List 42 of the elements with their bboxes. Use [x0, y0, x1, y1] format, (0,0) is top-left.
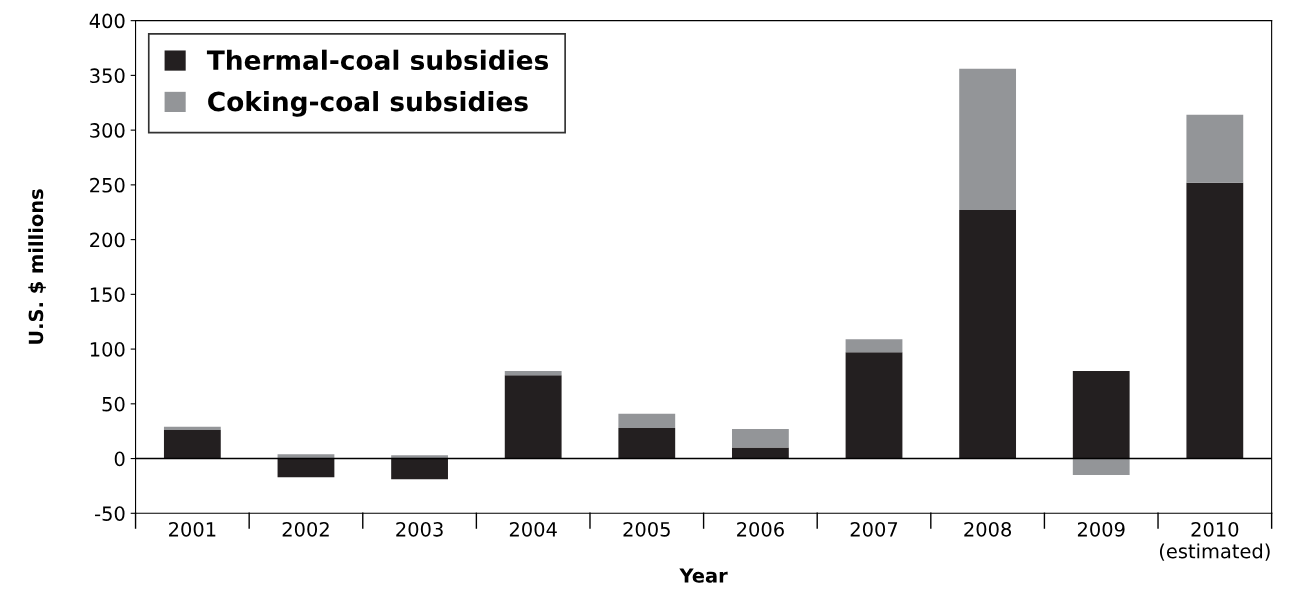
- y-tick-label: 400: [89, 13, 125, 29]
- bar: [1072, 370, 1130, 459]
- x-tick-label: 2004: [509, 521, 557, 537]
- bar: [277, 458, 335, 478]
- y-tick-label: 150: [90, 287, 125, 303]
- y-tick-label: 200: [90, 232, 125, 248]
- bar: [845, 352, 903, 459]
- bar: [732, 429, 789, 448]
- x-axis-title: Year: [679, 568, 728, 583]
- bar: [1186, 114, 1244, 183]
- y-tick-label: 300: [90, 123, 125, 138]
- bar: [618, 413, 676, 428]
- bar: [845, 339, 903, 353]
- bar: [959, 210, 1017, 459]
- y-axis-title: U.S. $ millions: [28, 189, 46, 344]
- y-tick-label: 250: [90, 177, 125, 193]
- x-tick-label: 2009: [1077, 521, 1125, 537]
- x-tick-label: 2006: [737, 521, 784, 537]
- x-tick-label: 2008: [964, 521, 1012, 537]
- bar: [391, 458, 448, 480]
- x-tick-label: 2001: [169, 521, 216, 537]
- x-tick-label: 2002: [282, 521, 329, 537]
- bar: [618, 427, 676, 459]
- bar: [732, 447, 789, 459]
- x-tick-label: 2010 (estimated): [1159, 521, 1270, 561]
- x-tick-label: 2007: [850, 521, 898, 537]
- bar: [1186, 182, 1244, 459]
- bar: [959, 68, 1017, 211]
- legend-label: Thermal-coal subsidies: [206, 49, 549, 71]
- y-tick-label: 50: [102, 396, 125, 412]
- y-tick-label: -50: [95, 506, 125, 521]
- bar: [163, 430, 221, 459]
- x-tick-label: 2005: [623, 521, 670, 537]
- x-tick-label: 2003: [396, 521, 443, 537]
- bar: [1072, 458, 1130, 475]
- y-tick-label: 350: [90, 68, 125, 84]
- legend-label: Coking-coal subsidies: [208, 91, 528, 117]
- bar: [504, 370, 562, 376]
- y-tick-label: 100: [90, 342, 125, 357]
- bar: [163, 426, 221, 431]
- y-tick-label: 0: [114, 451, 125, 467]
- bar: [504, 375, 562, 459]
